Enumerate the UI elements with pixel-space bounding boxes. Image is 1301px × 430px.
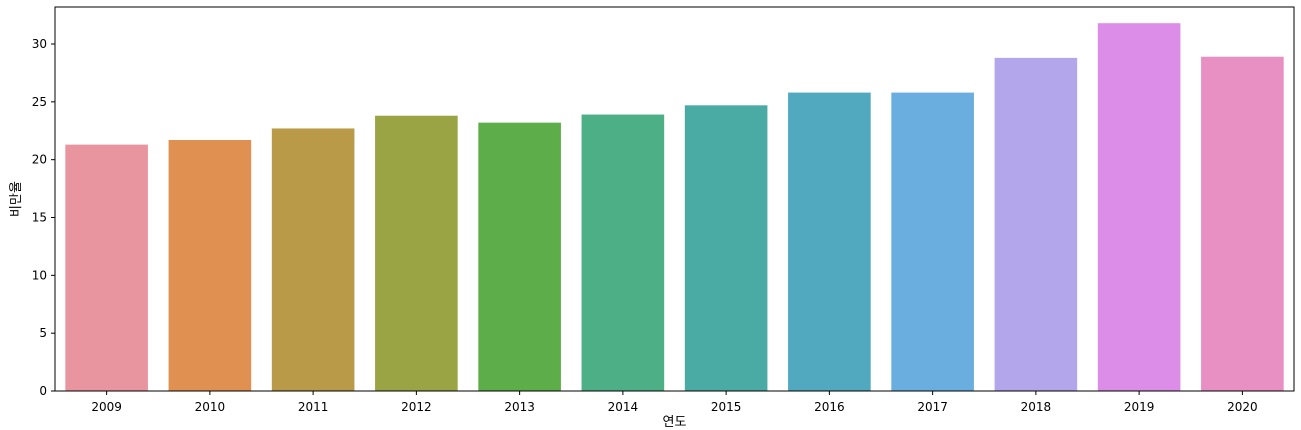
bar-2012 <box>375 115 458 391</box>
plot-frame <box>54 6 1295 392</box>
x-tick-label: 2017 <box>917 400 948 414</box>
bar-2016 <box>788 92 871 391</box>
y-axis-label: 비만율 <box>9 181 24 217</box>
x-tick-label: 2012 <box>401 400 432 414</box>
bar-2014 <box>581 114 665 392</box>
bar-2020 <box>1201 56 1284 392</box>
x-tick-label: 2014 <box>608 400 639 414</box>
y-axis: 0 5 10 15 20 25 30 <box>32 37 55 398</box>
x-tick-label: 2013 <box>504 400 535 414</box>
x-tick-label: 2010 <box>195 400 226 414</box>
bar-2013 <box>478 122 561 391</box>
x-axis-label: 연도 <box>663 415 687 430</box>
x-tick-label: 2018 <box>1021 400 1052 414</box>
bar-2018 <box>994 57 1078 391</box>
bar-2017 <box>891 92 974 391</box>
y-tick-label: 30 <box>32 37 47 51</box>
x-tick-label: 2009 <box>91 400 122 414</box>
x-tick-label: 2020 <box>1227 400 1258 414</box>
y-tick-label: 5 <box>39 326 47 340</box>
x-tick-label: 2015 <box>711 400 742 414</box>
bar-2011 <box>271 128 355 391</box>
x-axis: 2009 2010 2011 2012 2013 2014 2015 2016 2017 2018… <box>91 391 1258 414</box>
bar-2019 <box>1097 23 1181 391</box>
x-tick-label: 2019 <box>1124 400 1155 414</box>
x-tick-label: 2016 <box>814 400 845 414</box>
y-tick-label: 25 <box>32 95 47 109</box>
y-tick-label: 0 <box>39 384 47 398</box>
x-tick-label: 2011 <box>298 400 329 414</box>
bar-2010 <box>168 140 252 391</box>
y-tick-label: 15 <box>32 211 47 225</box>
y-tick-label: 20 <box>32 153 47 167</box>
y-tick-label: 10 <box>32 268 47 282</box>
bars-group <box>65 23 1284 392</box>
bar-2009 <box>65 144 148 391</box>
bar-2015 <box>684 105 768 391</box>
